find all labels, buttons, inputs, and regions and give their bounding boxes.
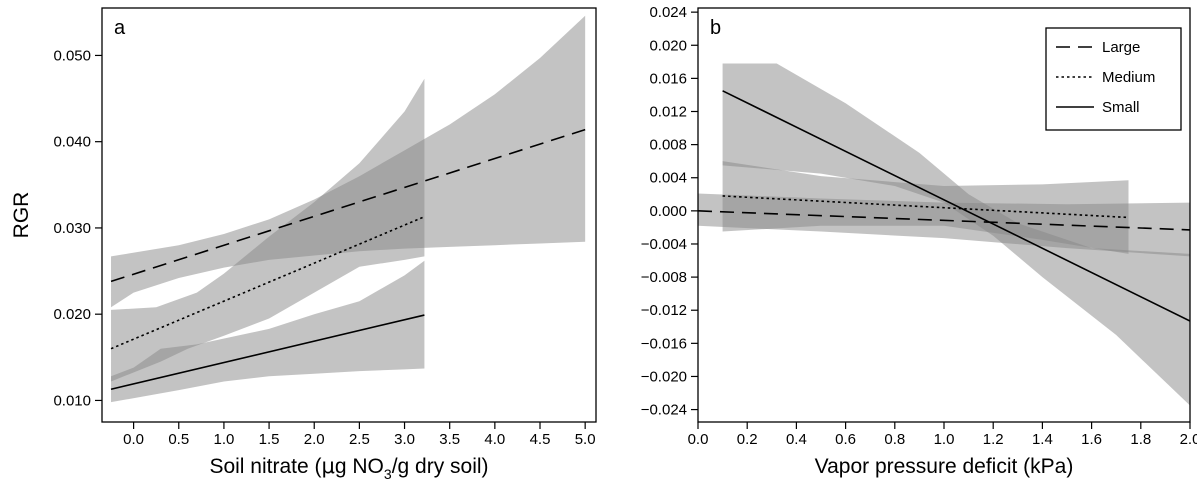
panel-label: b [710,17,721,39]
confidence-band-small [111,260,425,403]
regression-line-medium [722,195,1129,219]
plot-area [110,15,586,403]
regression-line-large [698,210,1190,231]
x-tick-label: 0.0 [123,431,144,448]
regression-line-small [110,314,425,391]
x-tick-label: 0.8 [884,431,905,448]
x-tick-label: 2.0 [1180,431,1197,448]
y-tick-label: 0.024 [649,4,687,21]
x-tick-label: 0.6 [835,431,856,448]
x-tick-label: 1.0 [934,431,955,448]
x-tick-label: 1.4 [1032,431,1053,448]
x-tick-label: 1.0 [213,431,234,448]
confidence-band-medium [111,78,425,382]
legend-label-small: Small [1102,99,1140,116]
legend-label-medium: Medium [1102,69,1155,86]
x-axis-title: Soil nitrate (μg NO3/g dry soil) [209,454,488,482]
y-tick-label: 0.004 [649,170,687,187]
y-tick-label: 0.016 [649,70,687,87]
y-tick-label: 0.030 [53,220,91,237]
y-tick-label: 0.012 [649,104,687,121]
x-axis-title: Vapor pressure deficit (kPa) [815,455,1074,478]
confidence-band-large [111,15,586,308]
x-tick-label: 1.5 [259,431,280,448]
x-tick-label: 0.5 [168,431,189,448]
panel-label: a [114,17,126,39]
x-axis-title-subscript: 3 [384,466,392,482]
y-tick-label: 0.020 [53,306,91,323]
x-axis-title-prefix: Soil nitrate ( [209,455,321,478]
plot-frame [101,7,597,423]
y-tick-label: 0.020 [649,37,687,54]
legend: Large Medium Small [1045,27,1182,131]
x-tick-label: 4.0 [484,431,505,448]
x-tick-label: 0.4 [786,431,807,448]
x-tick-label: 1.6 [1081,431,1102,448]
x-tick-label: 1.8 [1130,431,1151,448]
y-tick-label: 0.040 [53,134,91,151]
x-axis-title-suffix: /g dry soil) [392,455,489,478]
y-tick-label: 0.010 [53,392,91,409]
x-tick-label: 0.0 [688,431,709,448]
y-tick-label: 0.000 [649,203,687,220]
regression-line-large [110,128,586,283]
legend-label-large: Large [1102,39,1140,56]
plot-area [698,63,1190,406]
legend-box [1045,27,1182,131]
x-tick-label: 4.5 [530,431,551,448]
x-tick-label: 1.2 [983,431,1004,448]
x-tick-label: 0.2 [737,431,758,448]
x-tick-label: 3.5 [439,431,460,448]
regression-line-small [722,90,1190,322]
y-tick-label: −0.004 [641,236,687,253]
panel-a-chart: 0.0 0.5 1.0 1.5 2.0 2.5 3.0 3.5 4.0 4.5 5.0 0.010 0.… [10,7,597,482]
y-tick-label: −0.020 [641,368,687,385]
y-tick-label: −0.012 [641,302,687,319]
y-tick-label: −0.016 [641,335,687,352]
y-tick-label: 0.008 [649,137,687,154]
y-tick-label: −0.008 [641,269,687,286]
x-tick-label: 3.0 [394,431,415,448]
y-tick-label: −0.024 [641,402,687,419]
x-tick-label: 5.0 [575,431,596,448]
x-tick-label: 2.5 [349,431,370,448]
y-axis-title: RGR [10,192,33,239]
y-tick-label: 0.050 [53,47,91,64]
x-tick-label: 2.0 [304,431,325,448]
x-axis-title-mid: g NO [335,455,384,478]
x-axis-title-mu: μ [322,454,335,478]
panel-b-chart: 0.0 0.2 0.4 0.6 0.8 1.0 1.2 1.4 1.6 1.8 2.0 0.024 0.… [641,4,1197,478]
regression-line-medium [110,215,425,350]
